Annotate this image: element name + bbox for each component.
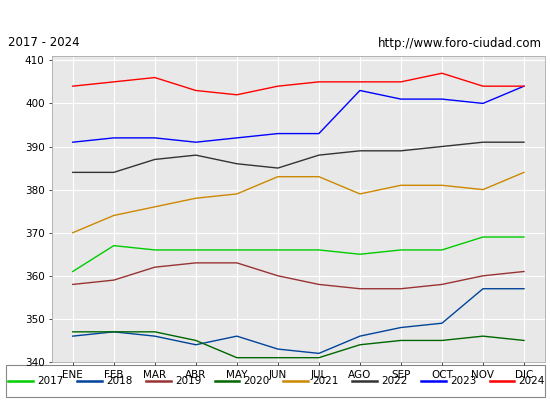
Text: 2024: 2024 [519, 376, 545, 386]
Text: 2022: 2022 [381, 376, 408, 386]
Text: 2023: 2023 [450, 376, 476, 386]
Text: 2018: 2018 [106, 376, 133, 386]
Text: 2017 - 2024: 2017 - 2024 [8, 36, 80, 50]
Text: Evolucion num de emigrantes en Requena: Evolucion num de emigrantes en Requena [104, 8, 446, 22]
Text: 2021: 2021 [312, 376, 339, 386]
Text: 2020: 2020 [244, 376, 270, 386]
Text: 2019: 2019 [175, 376, 201, 386]
Text: http://www.foro-ciudad.com: http://www.foro-ciudad.com [378, 36, 542, 50]
Bar [6, 365, 544, 397]
Text: 2017: 2017 [37, 376, 64, 386]
